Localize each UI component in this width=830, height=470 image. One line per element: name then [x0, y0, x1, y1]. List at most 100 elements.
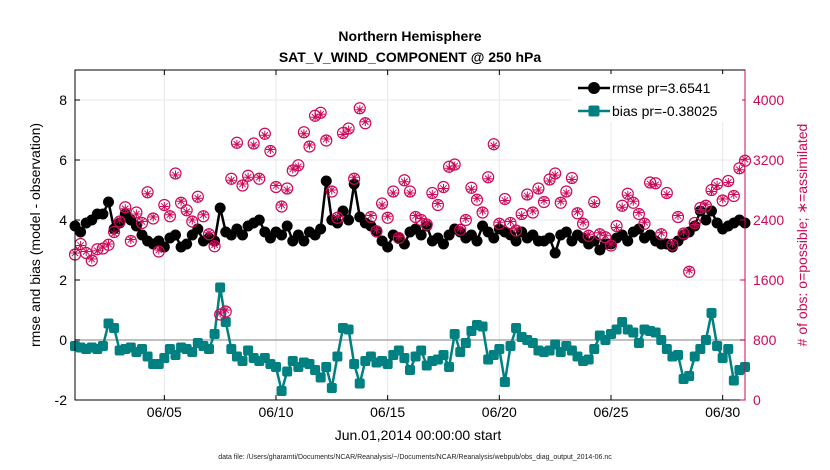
point-obs_assimilated [76, 241, 86, 250]
point-obs_assimilated [305, 140, 314, 150]
point-obs_assimilated [271, 181, 281, 190]
point-obs_assimilated [483, 174, 493, 184]
point-obs_assimilated [154, 245, 164, 255]
point-obs_assimilated [126, 235, 136, 244]
point-obs_assimilated [539, 196, 549, 205]
point-bias [142, 351, 153, 362]
point-obs_assimilated [399, 177, 409, 187]
point-obs_assimilated [690, 220, 700, 229]
y2-tick-label: 2400 [753, 212, 784, 228]
x-tick-label: 06/25 [593, 404, 628, 420]
point-bias [728, 375, 739, 386]
point-bias [204, 344, 214, 354]
point-obs_assimilated [221, 305, 231, 315]
point-obs_assimilated [355, 105, 365, 115]
point-bias [349, 359, 360, 369]
point-obs_assimilated [640, 217, 649, 227]
point-obs_assimilated [500, 196, 510, 205]
point-obs_assimilated [667, 238, 677, 248]
point-bias [717, 353, 728, 363]
x-tick-label: 06/10 [258, 404, 293, 420]
point-obs_assimilated [92, 246, 102, 256]
point-bias [511, 323, 522, 333]
point-obs_assimilated [131, 209, 141, 219]
point-rmse [75, 226, 87, 238]
series-obs_possible [68, 102, 752, 321]
point-rmse [97, 208, 109, 220]
point-bias [633, 338, 644, 348]
point-rmse [253, 214, 265, 226]
y-axis-label: rmse and bias (model - observation) [27, 123, 43, 347]
point-bias [689, 351, 700, 362]
point-obs_assimilated [288, 164, 298, 174]
point-obs_assimilated [645, 179, 655, 189]
point-bias [583, 354, 594, 365]
point-obs_assimilated [489, 141, 499, 151]
point-rmse [382, 241, 394, 253]
point-bias [494, 344, 505, 354]
y-tick-label: -2 [55, 392, 68, 408]
point-bias [416, 345, 427, 356]
point-bias [617, 317, 628, 327]
point-obs_assimilated [171, 170, 180, 180]
y-tick-label: 8 [59, 92, 67, 108]
point-obs_assimilated [701, 199, 711, 209]
point-rmse [588, 235, 600, 247]
point-obs_assimilated [595, 228, 605, 238]
point-obs_assimilated [533, 185, 543, 195]
y-tick-label: 6 [59, 152, 67, 168]
point-obs_assimilated [433, 199, 443, 208]
point-obs_assimilated [137, 217, 147, 226]
point-bias [611, 324, 622, 335]
point-obs_assimilated [729, 190, 739, 199]
point-bias [276, 386, 287, 396]
point-obs_assimilated [148, 212, 158, 222]
point-obs_assimilated [377, 200, 387, 210]
point-obs_assimilated [427, 190, 437, 199]
point-bias [243, 345, 254, 356]
point-bias [460, 338, 471, 348]
legend-box [572, 74, 742, 122]
y-tick-label: 0 [59, 332, 67, 348]
point-obs_assimilated [243, 172, 253, 182]
point-rmse [276, 229, 288, 241]
point-obs_assimilated [265, 145, 275, 154]
point-rmse [700, 214, 712, 226]
point-obs_assimilated [612, 223, 622, 232]
point-bias [449, 329, 460, 339]
legend-rmse-marker [588, 82, 600, 94]
point-obs_assimilated [388, 188, 398, 198]
y-tick-label: 2 [59, 272, 67, 288]
point-obs_assimilated [584, 229, 594, 239]
point-obs_assimilated [606, 239, 616, 249]
point-obs_assimilated [522, 191, 532, 201]
point-bias [712, 341, 723, 351]
point-obs_assimilated [238, 179, 247, 189]
point-bias [137, 344, 147, 354]
point-obs_assimilated [573, 207, 582, 217]
point-obs_assimilated [204, 228, 214, 238]
point-rmse [343, 214, 355, 226]
point-rmse [706, 205, 717, 217]
point-obs_assimilated [81, 247, 91, 256]
point-obs_assimilated [617, 202, 627, 212]
point-bias [444, 362, 455, 372]
point-obs_assimilated [550, 170, 560, 180]
point-rmse [398, 238, 410, 250]
point-obs_assimilated [210, 240, 220, 250]
point-obs_assimilated [472, 193, 482, 203]
point-obs_assimilated [260, 130, 270, 140]
point-obs_assimilated [545, 176, 555, 186]
point-bias [505, 341, 516, 351]
point-obs_assimilated [506, 217, 515, 226]
chart-title: Northern Hemisphere [338, 28, 481, 44]
point-bias [393, 345, 404, 356]
point-rmse [181, 238, 193, 250]
point-obs_assimilated [226, 175, 236, 185]
point-obs_assimilated [439, 184, 448, 193]
point-rmse [415, 229, 427, 241]
point-bias [527, 338, 538, 348]
point-obs_assimilated [517, 211, 527, 220]
x-tick-label: 06/30 [705, 404, 740, 420]
point-obs_assimilated [651, 180, 661, 190]
